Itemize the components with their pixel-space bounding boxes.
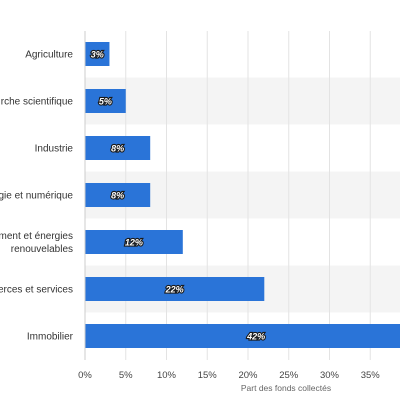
bar[interactable]	[85, 230, 183, 254]
category-label: Agriculture	[25, 50, 73, 61]
x-tick-label: 15%	[198, 370, 218, 381]
x-tick-label: 5%	[119, 370, 133, 381]
data-label: 8%	[111, 144, 124, 154]
x-tick-label: 0%	[78, 370, 92, 381]
data-label: 5%	[99, 97, 112, 107]
data-label: 8%	[111, 191, 124, 201]
bar[interactable]	[85, 324, 400, 348]
category-label: Industrie	[35, 144, 74, 155]
x-tick-label: 35%	[361, 370, 381, 381]
category-label: gie et numérique	[0, 191, 73, 202]
category-label: ment et énergies renouvelables	[0, 231, 73, 255]
data-label: 22%	[165, 285, 184, 295]
x-axis-title: Part des fonds collectés	[241, 383, 331, 393]
data-label: 3%	[91, 50, 104, 60]
x-tick-label: 30%	[320, 370, 340, 381]
x-tick-label: 10%	[157, 370, 177, 381]
data-label: 42%	[246, 332, 265, 342]
bar[interactable]	[85, 277, 265, 301]
row-stripe	[85, 77, 400, 125]
x-tick-label: 25%	[279, 370, 299, 381]
bar[interactable]	[85, 183, 151, 207]
x-tick-label: 20%	[238, 370, 258, 381]
category-label: Immobilier	[27, 332, 74, 343]
bar[interactable]	[85, 42, 110, 66]
bar[interactable]	[85, 89, 126, 113]
category-label: rche scientifique	[1, 97, 74, 108]
bar[interactable]	[85, 136, 151, 160]
data-label: 12%	[125, 238, 143, 248]
category-label: erces et services	[0, 285, 73, 296]
